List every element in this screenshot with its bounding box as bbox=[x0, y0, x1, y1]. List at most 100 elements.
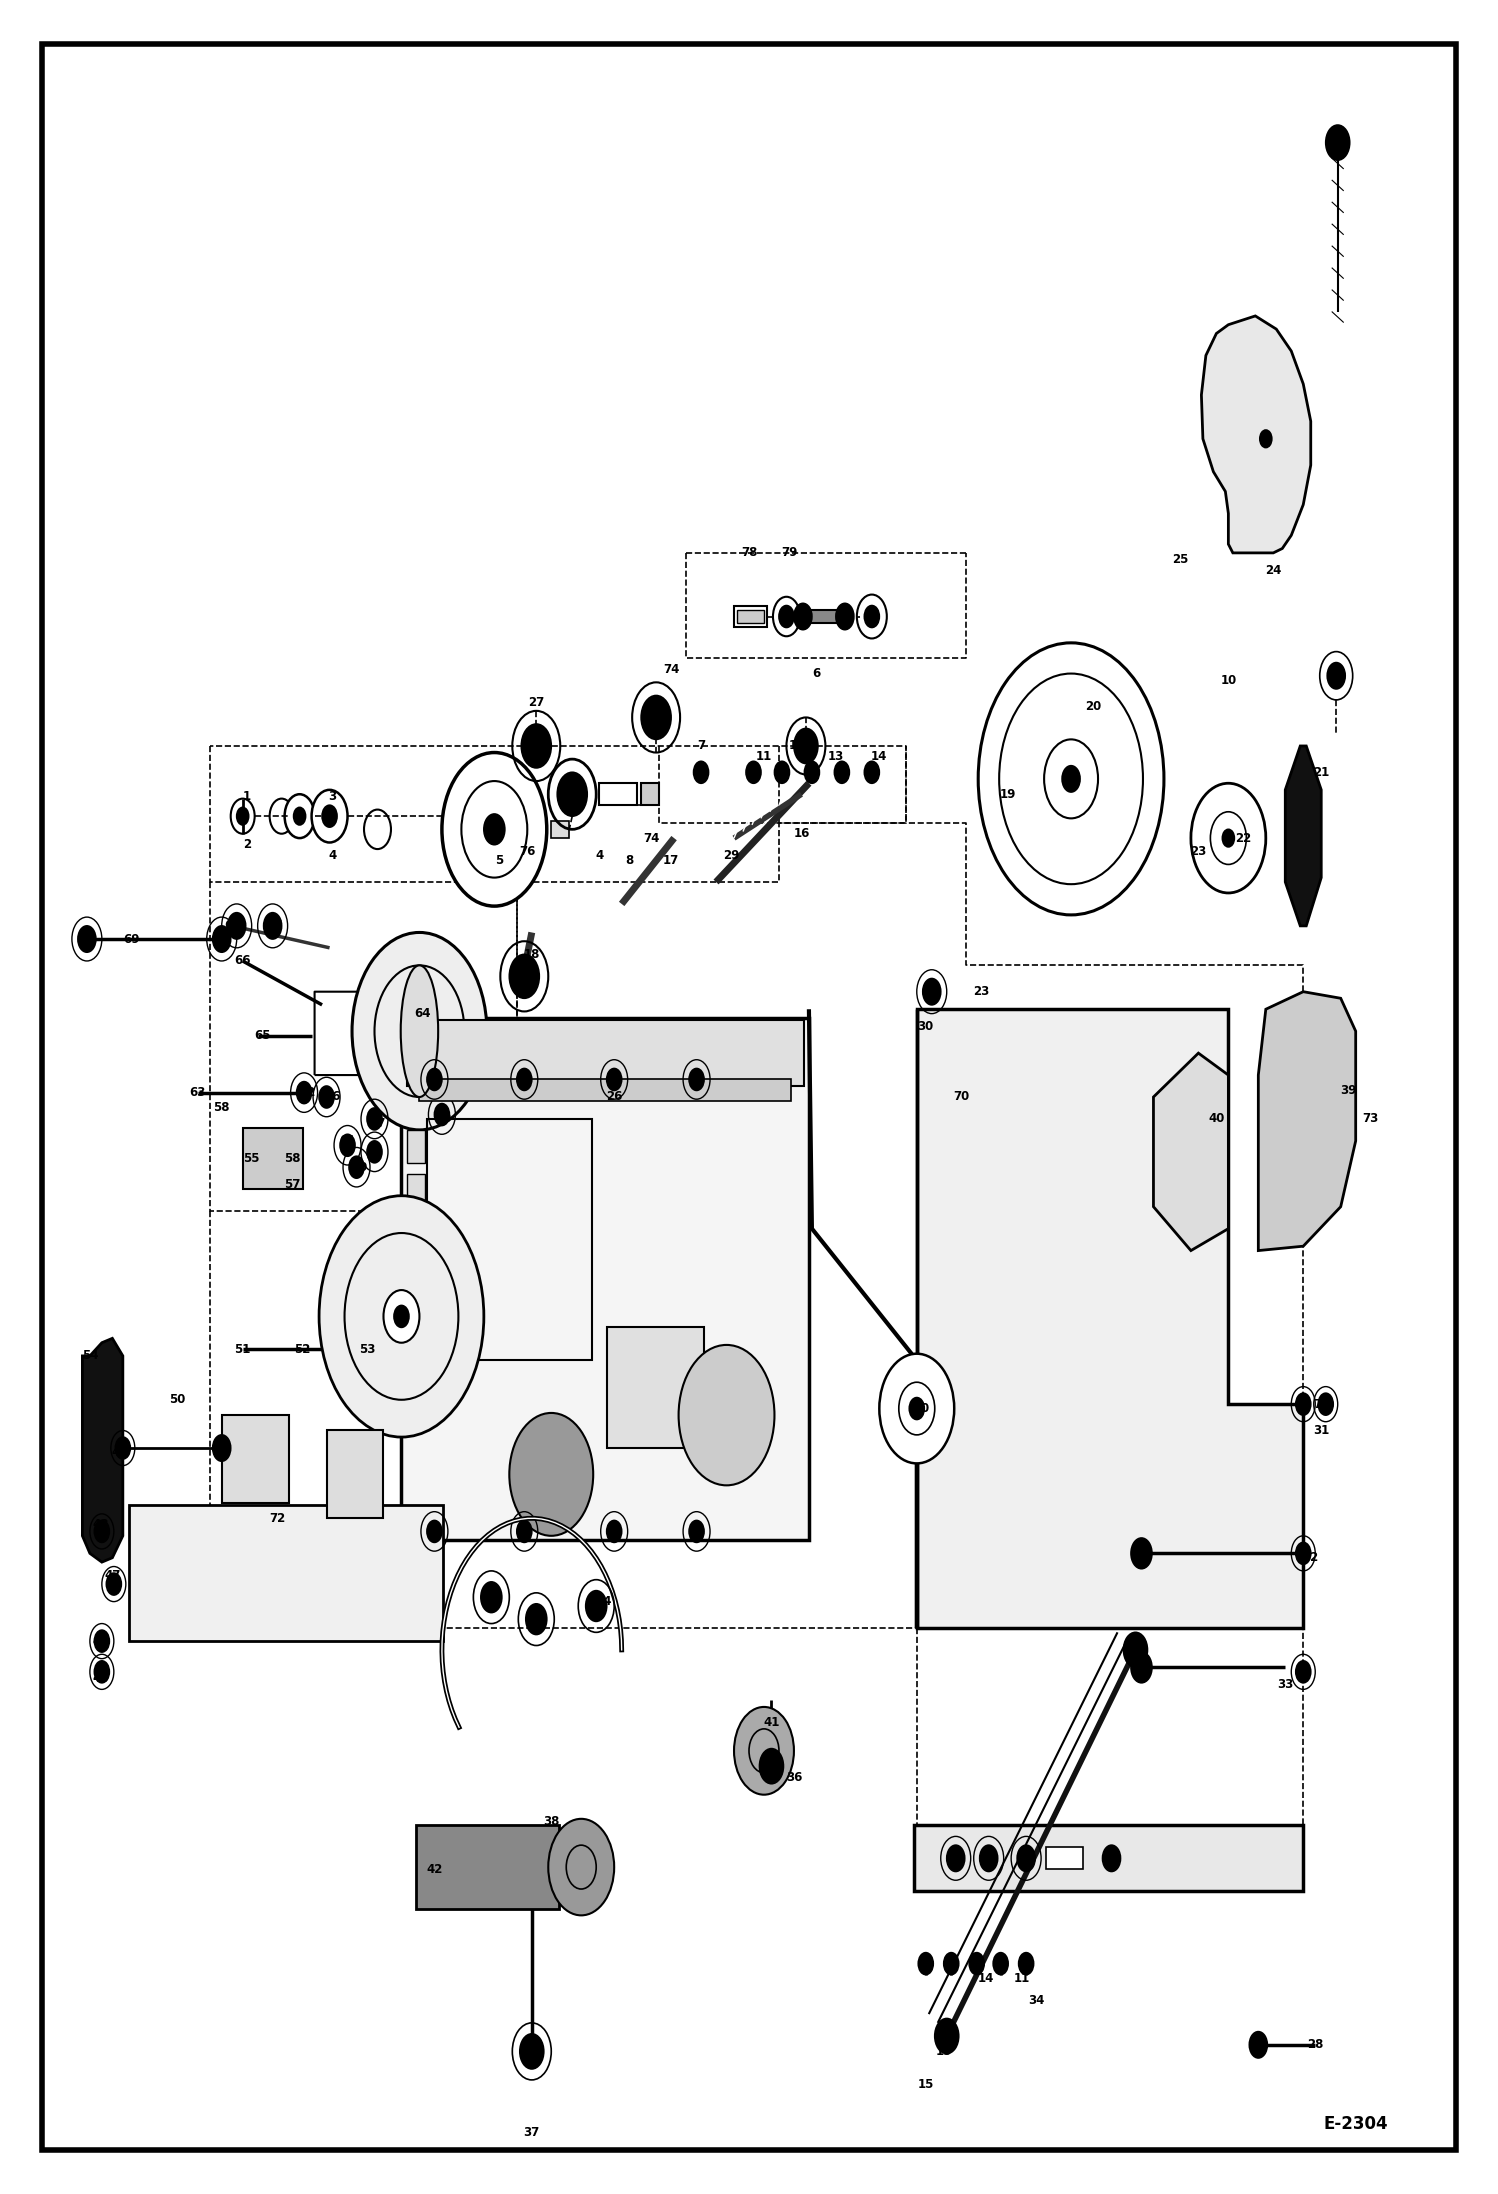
Circle shape bbox=[481, 1582, 502, 1613]
Circle shape bbox=[1017, 1845, 1035, 1871]
Text: 79: 79 bbox=[782, 546, 797, 559]
Circle shape bbox=[319, 1086, 334, 1108]
Text: 50: 50 bbox=[169, 1393, 184, 1406]
Circle shape bbox=[978, 643, 1164, 915]
Circle shape bbox=[319, 1196, 484, 1437]
Circle shape bbox=[993, 1953, 1008, 1975]
Circle shape bbox=[237, 807, 249, 825]
Circle shape bbox=[367, 1108, 382, 1130]
Circle shape bbox=[364, 810, 391, 849]
Text: 49: 49 bbox=[111, 1446, 129, 1459]
Circle shape bbox=[270, 799, 294, 834]
Circle shape bbox=[857, 595, 887, 638]
Text: 73: 73 bbox=[1363, 1112, 1378, 1126]
Circle shape bbox=[1131, 1538, 1152, 1569]
Text: 31: 31 bbox=[1314, 1424, 1329, 1437]
Text: 41: 41 bbox=[764, 1716, 779, 1729]
Circle shape bbox=[352, 932, 487, 1130]
Text: 39: 39 bbox=[1341, 1084, 1356, 1097]
Text: 62: 62 bbox=[300, 1086, 315, 1099]
Circle shape bbox=[349, 1156, 364, 1178]
Bar bbox=[407, 1218, 425, 1251]
Text: 27: 27 bbox=[529, 695, 544, 709]
Bar bbox=[129, 1505, 443, 1641]
Circle shape bbox=[864, 606, 879, 627]
Text: 61: 61 bbox=[340, 1134, 355, 1147]
Circle shape bbox=[340, 1134, 355, 1156]
Bar bbox=[407, 1130, 425, 1163]
Circle shape bbox=[264, 913, 282, 939]
Polygon shape bbox=[1285, 746, 1321, 926]
Circle shape bbox=[689, 1520, 704, 1542]
Circle shape bbox=[759, 1749, 783, 1784]
Circle shape bbox=[213, 926, 231, 952]
Circle shape bbox=[980, 1845, 998, 1871]
Ellipse shape bbox=[401, 965, 439, 1097]
Circle shape bbox=[94, 1661, 109, 1683]
Text: 55: 55 bbox=[243, 1152, 261, 1165]
Text: 72: 72 bbox=[270, 1512, 285, 1525]
Text: 43: 43 bbox=[529, 1613, 544, 1626]
Text: 42: 42 bbox=[427, 1863, 442, 1876]
Bar bbox=[914, 1825, 1303, 1891]
Circle shape bbox=[526, 1604, 547, 1635]
Text: 80: 80 bbox=[565, 788, 580, 801]
Text: 65: 65 bbox=[253, 1029, 271, 1042]
Text: 74: 74 bbox=[664, 663, 679, 676]
Circle shape bbox=[944, 1953, 959, 1975]
Bar bbox=[407, 1262, 425, 1294]
Text: 57: 57 bbox=[370, 1117, 385, 1130]
Circle shape bbox=[794, 728, 818, 764]
Text: 6: 6 bbox=[812, 667, 821, 680]
Circle shape bbox=[517, 1520, 532, 1542]
Text: 51: 51 bbox=[235, 1343, 250, 1356]
Text: 28: 28 bbox=[1308, 2038, 1323, 2051]
Text: 71: 71 bbox=[1314, 1398, 1329, 1411]
Text: 7: 7 bbox=[697, 739, 706, 753]
Circle shape bbox=[297, 1082, 312, 1104]
Text: 2: 2 bbox=[243, 838, 252, 851]
Text: 15: 15 bbox=[936, 2045, 951, 2058]
Circle shape bbox=[804, 761, 819, 783]
Circle shape bbox=[774, 761, 789, 783]
Circle shape bbox=[322, 805, 337, 827]
Text: 16: 16 bbox=[794, 827, 809, 840]
Circle shape bbox=[509, 954, 539, 998]
Text: 12: 12 bbox=[789, 739, 804, 753]
Text: 58: 58 bbox=[213, 1101, 231, 1115]
Text: 74: 74 bbox=[644, 832, 659, 845]
Circle shape bbox=[879, 1354, 954, 1463]
Text: 22: 22 bbox=[1236, 832, 1251, 845]
Circle shape bbox=[586, 1591, 607, 1621]
Circle shape bbox=[94, 1630, 109, 1652]
Circle shape bbox=[520, 2034, 544, 2069]
Text: 52: 52 bbox=[295, 1343, 310, 1356]
Bar bbox=[607, 1327, 704, 1448]
Circle shape bbox=[1191, 783, 1266, 893]
Text: 53: 53 bbox=[360, 1343, 374, 1356]
Circle shape bbox=[285, 794, 315, 838]
Text: 59: 59 bbox=[351, 1161, 369, 1174]
Circle shape bbox=[947, 1845, 965, 1871]
Circle shape bbox=[734, 1707, 794, 1795]
Text: 26: 26 bbox=[607, 1090, 622, 1104]
Polygon shape bbox=[917, 1009, 1303, 1628]
Text: 1: 1 bbox=[243, 790, 252, 803]
Circle shape bbox=[773, 597, 800, 636]
Text: 20: 20 bbox=[1086, 700, 1101, 713]
Polygon shape bbox=[1258, 992, 1356, 1251]
Circle shape bbox=[1318, 1393, 1333, 1415]
Circle shape bbox=[689, 1068, 704, 1090]
Circle shape bbox=[864, 761, 879, 783]
Circle shape bbox=[427, 1520, 442, 1542]
Text: 75: 75 bbox=[1329, 669, 1344, 682]
Bar bbox=[427, 1119, 592, 1360]
Text: 54: 54 bbox=[81, 1349, 99, 1362]
Text: 30: 30 bbox=[918, 1020, 933, 1033]
Bar bbox=[407, 1305, 425, 1338]
Bar bbox=[737, 610, 764, 623]
Circle shape bbox=[1103, 1845, 1121, 1871]
Text: 48: 48 bbox=[91, 1518, 109, 1531]
Text: 36: 36 bbox=[786, 1771, 801, 1784]
Circle shape bbox=[1327, 663, 1345, 689]
